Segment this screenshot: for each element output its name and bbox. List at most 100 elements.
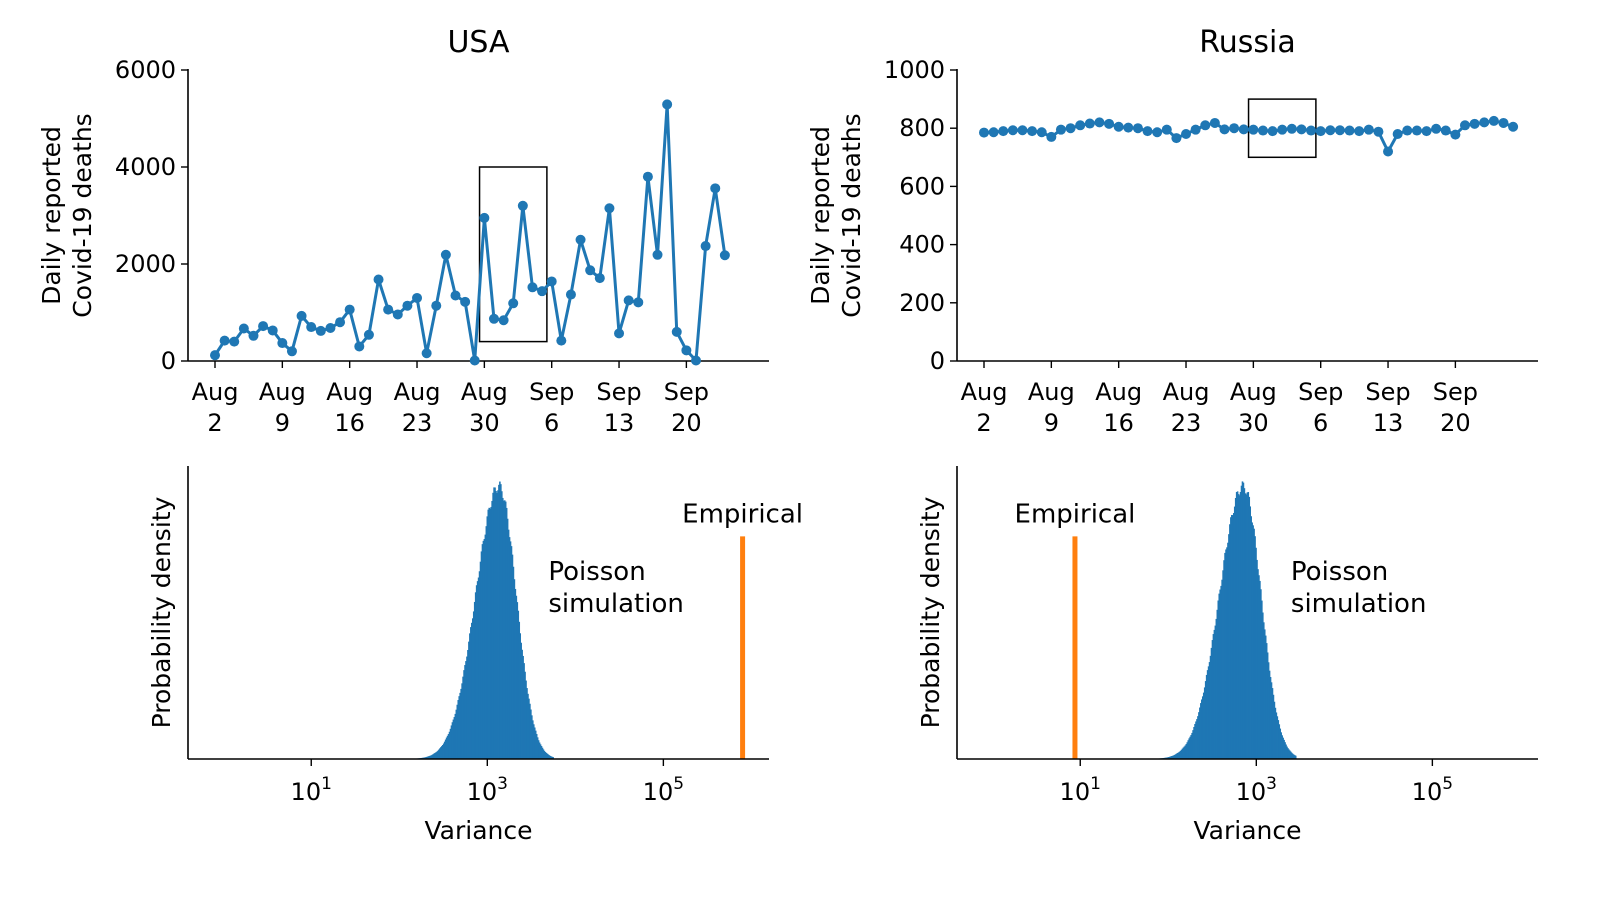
histogram-bar bbox=[1215, 618, 1218, 759]
histogram-bar bbox=[460, 688, 462, 759]
x-tick-label-day: 16 bbox=[1103, 409, 1134, 437]
histogram-bar bbox=[1184, 745, 1187, 759]
histogram-bar bbox=[1204, 681, 1207, 759]
histogram-bar bbox=[1203, 687, 1206, 759]
data-point bbox=[614, 328, 625, 339]
histogram-bar bbox=[485, 526, 488, 759]
histogram-bar bbox=[501, 491, 503, 759]
histogram-bar bbox=[549, 755, 552, 759]
histogram-bar bbox=[528, 698, 530, 759]
x-tick-label-day: 20 bbox=[671, 409, 702, 437]
histogram-bar bbox=[1178, 751, 1181, 759]
data-point bbox=[1046, 131, 1057, 142]
histogram-bar bbox=[530, 709, 532, 759]
x-tick-label: 105 bbox=[1412, 774, 1453, 806]
histogram-bar bbox=[1237, 494, 1240, 759]
histogram-bar bbox=[548, 755, 551, 759]
histogram-bar bbox=[471, 622, 473, 759]
histogram-bar bbox=[1185, 744, 1188, 759]
x-tick-label-month: Aug bbox=[1095, 378, 1142, 406]
data-point bbox=[1171, 133, 1182, 144]
histogram-bar bbox=[1284, 742, 1286, 759]
data-point bbox=[1296, 124, 1307, 135]
x-tick-label-exponent: 1 bbox=[1090, 774, 1101, 794]
histogram-bar bbox=[466, 656, 468, 759]
histogram-bar bbox=[1252, 525, 1254, 759]
histogram-bar bbox=[531, 715, 533, 759]
histogram-bar bbox=[1265, 643, 1268, 759]
histogram-bar bbox=[1199, 707, 1201, 759]
histogram-bar bbox=[1266, 652, 1269, 759]
histogram-bar bbox=[465, 661, 467, 759]
chart-title: USA bbox=[447, 25, 510, 60]
histogram-bar bbox=[1172, 755, 1175, 759]
histogram-bar bbox=[1232, 513, 1235, 759]
x-tick-label-month: Sep bbox=[1298, 378, 1343, 406]
x-tick-label-month: Aug bbox=[1028, 378, 1075, 406]
data-point bbox=[1383, 146, 1394, 157]
histogram-bar bbox=[424, 757, 427, 759]
histogram-bar bbox=[1279, 728, 1282, 759]
data-point bbox=[392, 309, 403, 320]
histogram-bar bbox=[508, 537, 511, 759]
histogram-bar bbox=[1222, 570, 1224, 759]
histogram-bar bbox=[491, 500, 493, 759]
data-point bbox=[585, 265, 596, 276]
histogram-bar bbox=[1180, 749, 1183, 759]
histogram-bar bbox=[540, 746, 543, 759]
histogram-bar bbox=[539, 744, 542, 759]
x-tick-label-exponent: 5 bbox=[673, 774, 684, 794]
y-tick-label: 0 bbox=[930, 347, 945, 375]
x-tick-label-month: Aug bbox=[1163, 378, 1210, 406]
histogram-bar bbox=[521, 649, 523, 759]
histogram-bar bbox=[1235, 492, 1238, 759]
histogram-bar bbox=[1242, 482, 1245, 759]
histogram-bar bbox=[537, 740, 540, 759]
x-tick-label-exponent: 3 bbox=[497, 774, 508, 794]
histogram-bar bbox=[455, 709, 458, 759]
data-point bbox=[210, 350, 220, 361]
data-point bbox=[440, 249, 451, 260]
histogram-bar bbox=[512, 566, 515, 759]
x-tick-label-base: 10 bbox=[1060, 778, 1091, 806]
data-point bbox=[1334, 125, 1345, 136]
histogram-bar bbox=[1219, 589, 1221, 759]
data-point bbox=[1161, 124, 1172, 135]
histogram-bar bbox=[1291, 752, 1293, 759]
histogram-bar bbox=[1177, 752, 1180, 759]
y-tick-label: 6000 bbox=[115, 56, 176, 84]
x-tick-label-day: 30 bbox=[1238, 409, 1269, 437]
data-point bbox=[998, 126, 1009, 137]
histogram-bar bbox=[434, 752, 436, 759]
y-tick-label: 600 bbox=[899, 172, 945, 200]
histogram-bar bbox=[497, 490, 499, 759]
histogram-bar bbox=[1293, 754, 1295, 759]
poisson-simulation-label: Poisson simulation bbox=[1291, 557, 1427, 619]
histogram-bar bbox=[1190, 735, 1192, 759]
x-axis-label: Variance bbox=[1194, 816, 1302, 845]
histogram-bar bbox=[464, 665, 466, 759]
histogram-bar bbox=[532, 720, 534, 759]
histogram-bar bbox=[478, 571, 481, 759]
data-point bbox=[700, 241, 711, 252]
histogram-bar bbox=[1200, 703, 1202, 759]
data-point bbox=[344, 304, 355, 315]
histogram-bar bbox=[1217, 600, 1220, 759]
data-point bbox=[306, 322, 317, 333]
data-point bbox=[1094, 117, 1105, 128]
histogram-bar bbox=[1274, 707, 1277, 759]
histogram-bar bbox=[1294, 755, 1297, 759]
data-point bbox=[479, 212, 490, 223]
histogram-bar bbox=[461, 683, 463, 759]
histogram-bar bbox=[1290, 751, 1292, 759]
data-point bbox=[1488, 115, 1499, 126]
histogram-bar bbox=[1183, 746, 1186, 759]
histogram-bar bbox=[1287, 748, 1289, 759]
histogram-bar bbox=[1240, 485, 1243, 759]
histogram-bar bbox=[1251, 522, 1253, 759]
data-point bbox=[248, 330, 259, 341]
data-point bbox=[421, 348, 432, 359]
data-point bbox=[1431, 123, 1442, 134]
histogram-bar bbox=[1263, 629, 1266, 759]
y-axis-label: Probability density bbox=[916, 496, 945, 728]
